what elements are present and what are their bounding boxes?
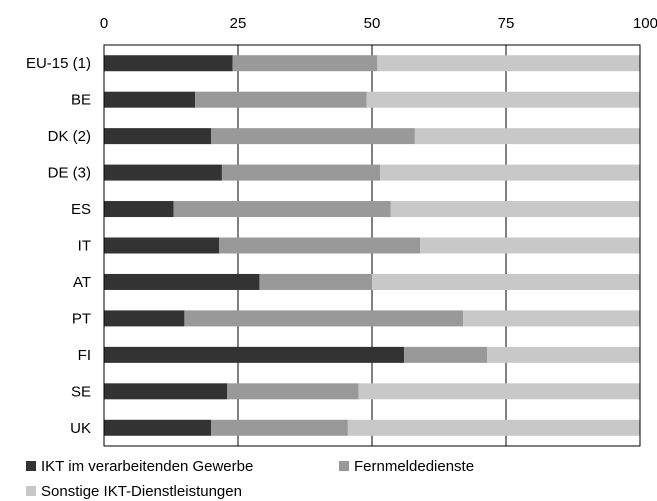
y-category-label: DE (3)	[48, 165, 91, 182]
bar-segment-3	[366, 91, 640, 108]
bar-segment-1	[104, 419, 212, 436]
y-category-label: EU-15 (1)	[26, 55, 91, 72]
bar-segment-1	[104, 273, 260, 290]
bar-segment-1	[104, 383, 228, 400]
y-category-label: BE	[71, 92, 91, 109]
bar-segment-2	[219, 237, 421, 254]
bar-segment-3	[463, 310, 640, 327]
bar-segment-1	[104, 201, 174, 218]
y-category-label: UK	[70, 420, 91, 437]
bar-segment-2	[227, 383, 359, 400]
legend-swatch	[339, 461, 349, 471]
legend-label: IKT im verarbeitenden Gewerbe	[41, 458, 253, 475]
x-tick-label: 50	[364, 15, 381, 32]
bar-segment-3	[358, 383, 640, 400]
y-category-label: ES	[71, 201, 91, 218]
bar-segment-2	[195, 91, 367, 108]
bar-segment-3	[347, 419, 640, 436]
bar-segment-1	[104, 310, 185, 327]
x-axis-tick-labels: 0 25 50 75 100	[100, 15, 657, 32]
bar-segment-2	[211, 419, 348, 436]
bar-segment-3	[414, 128, 640, 145]
y-category-label: PT	[72, 310, 91, 327]
bar-segment-2	[221, 164, 381, 181]
legend-swatch	[26, 486, 36, 496]
bar-segment-3	[487, 346, 640, 363]
x-tick-label: 75	[498, 15, 515, 32]
bar-segment-1	[104, 237, 220, 254]
bar-segment-2	[232, 55, 378, 72]
plot-area-frame	[103, 44, 641, 447]
legend: IKT im verarbeitenden Gewerbe Fernmeldedi…	[26, 458, 474, 500]
y-category-label: SE	[71, 383, 91, 400]
bar-segment-1	[104, 55, 233, 72]
bar-segment-2	[404, 346, 488, 363]
bar-segment-1	[104, 164, 222, 181]
x-tick-label: 0	[100, 15, 108, 32]
bar-segment-3	[380, 164, 640, 181]
legend-label: Sonstige IKT-Dienstleistungen	[41, 483, 242, 500]
bar-segment-3	[420, 237, 640, 254]
bar-segment-2	[211, 128, 415, 145]
y-category-label: AT	[73, 274, 91, 291]
bar-segment-2	[173, 201, 391, 218]
bar-segment-2	[259, 273, 372, 290]
bar-segment-1	[104, 346, 405, 363]
bar-segment-1	[104, 91, 196, 108]
y-category-label: IT	[78, 238, 91, 255]
y-category-label: FI	[78, 347, 91, 364]
bar-segment-3	[390, 201, 640, 218]
bar-segment-2	[184, 310, 464, 327]
bar-segment-3	[372, 273, 640, 290]
y-category-label: DK (2)	[48, 128, 91, 145]
bar-segment-1	[104, 128, 212, 145]
bar-segment-3	[377, 55, 640, 72]
legend-swatch	[26, 461, 36, 471]
bars	[104, 55, 640, 436]
x-tick-label: 25	[230, 15, 247, 32]
legend-label: Fernmeldedienste	[354, 458, 474, 475]
y-axis-category-labels: EU-15 (1) BE DK (2) DE (3) ES IT AT PT FI SE UK	[26, 55, 91, 437]
x-tick-label: 100	[633, 15, 657, 32]
